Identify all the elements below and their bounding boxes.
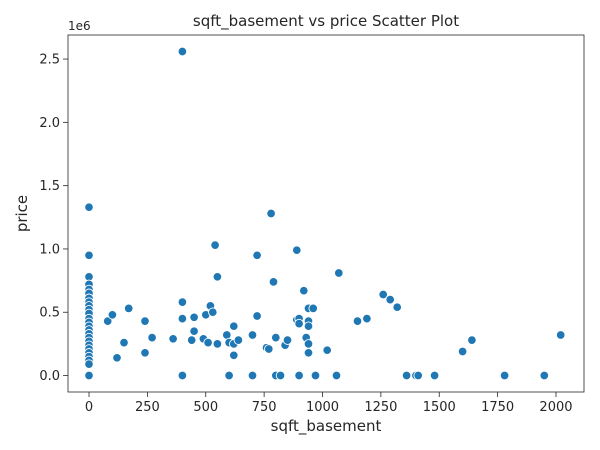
x-tick-label: 250: [135, 400, 160, 415]
data-point: [322, 345, 332, 355]
y-tick-label: 1.0: [39, 242, 60, 257]
data-points: [84, 46, 566, 381]
data-point: [271, 332, 281, 343]
x-tick-label: 1000: [306, 400, 339, 415]
data-point: [177, 297, 188, 307]
data-point: [303, 321, 314, 331]
x-axis-label: sqft_basement: [271, 417, 382, 436]
x-tick-label: 0: [85, 400, 93, 415]
data-point: [264, 344, 274, 354]
data-point: [282, 335, 293, 345]
data-point: [362, 313, 372, 324]
x-axis: 0 250 500 750 1000 1250 1500 1750 2000: [85, 392, 573, 415]
data-point: [168, 334, 178, 344]
data-point: [266, 208, 276, 219]
x-tick-label: 1500: [423, 400, 456, 415]
data-point: [303, 348, 314, 358]
data-point: [268, 277, 279, 287]
data-point: [378, 289, 388, 300]
data-point: [102, 316, 113, 326]
data-point: [84, 370, 94, 381]
y-axis-offset-label: 1e6: [68, 19, 91, 33]
y-axis-label: price: [13, 195, 31, 232]
data-point: [84, 202, 94, 212]
data-point: [203, 337, 213, 348]
y-tick-label: 2.5: [39, 53, 60, 68]
data-point: [119, 337, 129, 348]
data-point: [177, 46, 188, 57]
data-point: [147, 332, 157, 343]
data-point: [212, 339, 223, 349]
plot-area: 0 250 500 750 1000 1250 1500 1750 2000 0.0 0.5 1.0…: [39, 34, 585, 415]
y-tick-label: 0.5: [39, 306, 60, 321]
data-point: [247, 330, 258, 340]
x-tick-label: 1750: [481, 400, 514, 415]
data-point: [233, 335, 244, 345]
data-point: [84, 250, 94, 261]
data-point: [555, 330, 566, 340]
y-tick-label: 0.0: [39, 369, 60, 384]
data-point: [385, 294, 395, 305]
data-point: [224, 370, 234, 381]
data-point: [401, 370, 412, 381]
x-tick-label: 1250: [364, 400, 397, 415]
data-point: [208, 307, 218, 317]
data-point: [331, 370, 342, 381]
data-point: [177, 313, 188, 324]
data-point: [84, 359, 94, 369]
data-point: [252, 250, 262, 261]
data-point: [294, 318, 304, 329]
data-point: [292, 245, 302, 255]
y-axis: 0.0 0.5 1.0 1.5 2.0 2.5: [39, 53, 68, 384]
data-point: [112, 353, 122, 363]
data-point: [334, 268, 344, 278]
chart-title: sqft_basement vs price Scatter Plot: [193, 12, 459, 31]
data-point: [189, 326, 199, 336]
data-point: [299, 285, 309, 296]
data-point: [499, 370, 510, 381]
y-tick-label: 2.0: [39, 116, 60, 131]
data-point: [275, 370, 286, 381]
data-point: [413, 370, 423, 381]
data-point: [467, 335, 477, 345]
data-point: [294, 370, 304, 381]
data-point: [107, 310, 118, 320]
data-point: [457, 346, 468, 357]
y-tick-label: 1.5: [39, 179, 60, 194]
data-point: [210, 240, 220, 250]
x-tick-label: 2000: [539, 400, 572, 415]
data-point: [392, 302, 402, 312]
data-point: [229, 321, 239, 331]
x-tick-label: 500: [193, 400, 218, 415]
data-point: [140, 348, 150, 358]
data-point: [229, 350, 239, 361]
data-point: [123, 303, 134, 314]
data-point: [252, 311, 262, 321]
data-point: [303, 339, 314, 349]
data-point: [308, 303, 318, 314]
data-point: [247, 370, 258, 381]
plot-frame: [67, 34, 585, 393]
data-point: [140, 316, 150, 326]
data-point: [352, 316, 363, 326]
data-point: [539, 370, 550, 381]
data-point: [177, 370, 188, 381]
data-point: [310, 370, 321, 381]
data-point: [189, 312, 199, 323]
x-tick-label: 750: [252, 400, 277, 415]
data-point: [186, 335, 197, 345]
data-point: [429, 370, 440, 381]
data-point: [212, 272, 223, 282]
